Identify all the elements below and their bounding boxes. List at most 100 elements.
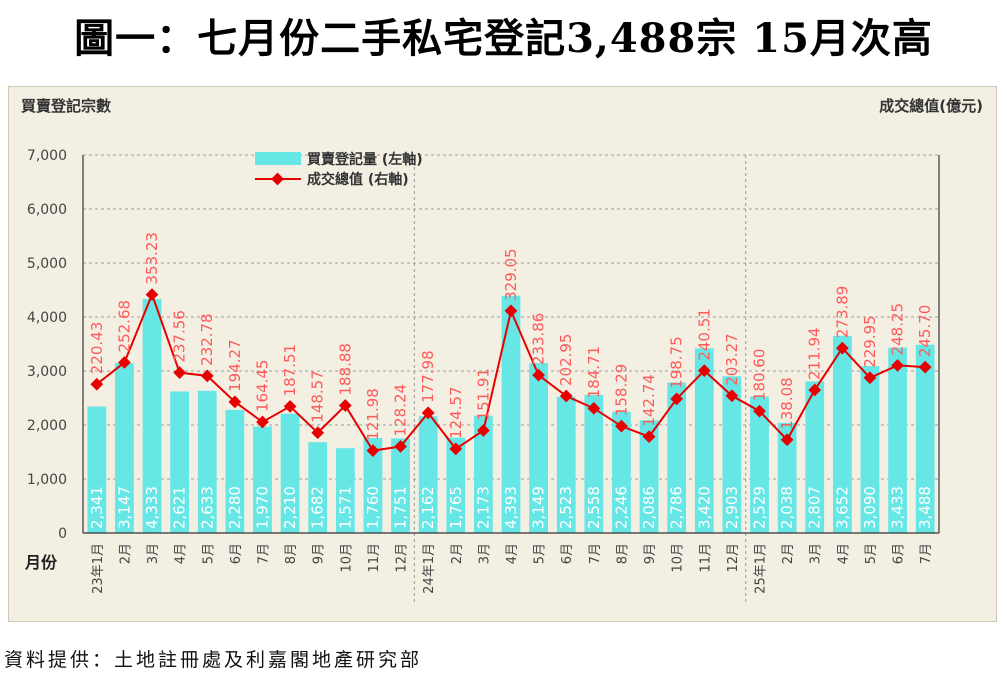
bar-value-label: 2,903 [723, 486, 741, 529]
bar [750, 396, 769, 533]
bar [584, 394, 604, 533]
line-value-label: 329.05 [502, 248, 520, 300]
x-tick-label: 5月 [533, 543, 548, 564]
line-value-label: 245.70 [916, 305, 934, 358]
line-value-label: 124.57 [447, 386, 465, 439]
line-marker [228, 395, 242, 409]
bar [142, 299, 162, 533]
bar [335, 448, 355, 533]
bar-value-label: 2,807 [806, 486, 824, 529]
bar-value-label: 2,633 [198, 486, 216, 529]
bar [805, 381, 825, 533]
line-value-label: 188.88 [336, 343, 354, 396]
bar-value-label: 2,210 [281, 486, 299, 529]
bar-value-label: 2,162 [419, 486, 437, 529]
line-value-label: 142.74 [640, 374, 658, 427]
x-tick-label: 4月 [836, 543, 851, 564]
x-tick-label: 6月 [892, 543, 907, 564]
line-value-label: 198.75 [668, 336, 686, 389]
bar [915, 344, 935, 533]
line-marker [311, 426, 325, 440]
line-value-label: 184.71 [585, 346, 603, 399]
bar-value-label: 1,751 [392, 486, 410, 529]
x-tick-label: 3月 [477, 543, 492, 564]
line-marker [477, 424, 490, 437]
left-axis-title: 買賣登記宗數 [21, 97, 111, 115]
line-value-label: 128.24 [392, 384, 410, 437]
bar-value-label: 4,393 [502, 486, 520, 529]
x-tick-label: 5月 [201, 543, 216, 564]
line-value-label: 220.43 [88, 322, 106, 375]
bar [253, 426, 272, 533]
line-value-label: 273.89 [833, 286, 851, 339]
line-value-label: 252.68 [115, 300, 133, 353]
bar [694, 348, 714, 533]
bar-value-label: 2,786 [668, 486, 686, 529]
legend-line-marker [271, 172, 284, 186]
legend-line-label: 成交總值 (右軸) [307, 171, 409, 188]
line-value-label: 148.57 [309, 370, 327, 423]
axis-layer: 7,000 6,000 5,000 4,000 3,000 2,000 1,000 0 23年1… [27, 148, 940, 594]
line-value-label: 202.95 [557, 334, 575, 387]
x-tick-label: 12月 [395, 543, 410, 573]
y-tick-label: 5,000 [27, 256, 67, 272]
bar [860, 366, 880, 533]
x-tick-label: 4月 [505, 543, 520, 564]
bar [501, 295, 521, 533]
bar [529, 362, 549, 533]
line-marker [338, 399, 352, 412]
bar [556, 396, 576, 533]
y-tick-label: 4,000 [27, 310, 67, 326]
x-tick-label: 23年1月 [91, 543, 106, 594]
x-tick-label: 2月 [118, 543, 133, 564]
bar [473, 415, 493, 533]
bar-value-label: 2,621 [171, 486, 189, 529]
source-note: 資料提供：土地註冊處及利嘉閣地產研究部 [4, 649, 423, 671]
x-tick-label: 11月 [698, 543, 713, 573]
x-tick-label: 4月 [174, 543, 189, 564]
x-tick-label: 6月 [560, 543, 575, 564]
bar [87, 406, 107, 533]
x-tick-label: 7月 [919, 543, 934, 564]
bar [612, 411, 631, 533]
x-tick-label: 12月 [726, 543, 741, 573]
x-tick-label: 2月 [450, 543, 465, 564]
x-tick-label: 25年1月 [754, 543, 769, 594]
line-value-label: 353.23 [143, 232, 161, 285]
bar-value-label: 1,760 [364, 486, 382, 529]
line-value-label: 138.08 [778, 377, 796, 430]
line-value-label: 164.45 [253, 359, 271, 412]
line-value-label: 203.27 [723, 333, 741, 386]
x-tick-label: 7月 [588, 543, 603, 564]
bar-value-label: 2,173 [474, 486, 492, 529]
line-marker [366, 444, 380, 458]
line-marker [200, 369, 214, 383]
bar [363, 437, 383, 533]
line-value-label: 194.27 [226, 339, 244, 392]
bar-value-label: 3,149 [530, 486, 548, 529]
bar [391, 438, 410, 533]
bar-value-label: 2,341 [88, 486, 106, 529]
bar [832, 335, 852, 533]
x-tick-label: 3月 [809, 543, 824, 564]
bar [446, 437, 466, 533]
bar-value-label: 1,970 [253, 486, 271, 529]
bar [418, 416, 438, 533]
bar-value-label: 3,420 [695, 486, 713, 529]
line-value-label: 233.86 [530, 313, 548, 366]
right-axis-title: 成交總值(億元) [879, 97, 983, 115]
bar [888, 347, 907, 533]
bar-value-label: 4,333 [143, 486, 161, 529]
x-tick-label: 10月 [339, 543, 354, 573]
bar-value-label: 2,523 [557, 486, 575, 529]
bar-value-label: 2,529 [751, 486, 769, 529]
legend-bar-swatch [255, 152, 301, 165]
line-marker [145, 288, 159, 301]
bar-layer [87, 295, 935, 533]
x-tick-label: 9月 [643, 543, 658, 564]
x-tick-label: 9月 [312, 543, 327, 564]
line-marker [90, 377, 104, 391]
x-axis-title: 月份 [24, 553, 58, 572]
line-value-label: 229.95 [861, 315, 879, 368]
legend: 買賣登記量 (左軸) 成交總值 (右軸) [255, 151, 423, 188]
